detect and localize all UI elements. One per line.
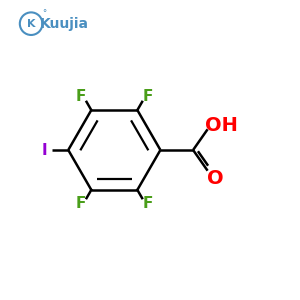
Text: F: F [142,196,153,211]
Text: I: I [42,142,47,158]
Text: OH: OH [205,116,237,135]
Text: F: F [142,89,153,104]
Text: O: O [207,169,223,188]
Text: °: ° [43,9,47,18]
Text: Kuujia: Kuujia [40,17,89,31]
Text: F: F [76,196,86,211]
Text: F: F [76,89,86,104]
Text: K: K [27,19,35,29]
